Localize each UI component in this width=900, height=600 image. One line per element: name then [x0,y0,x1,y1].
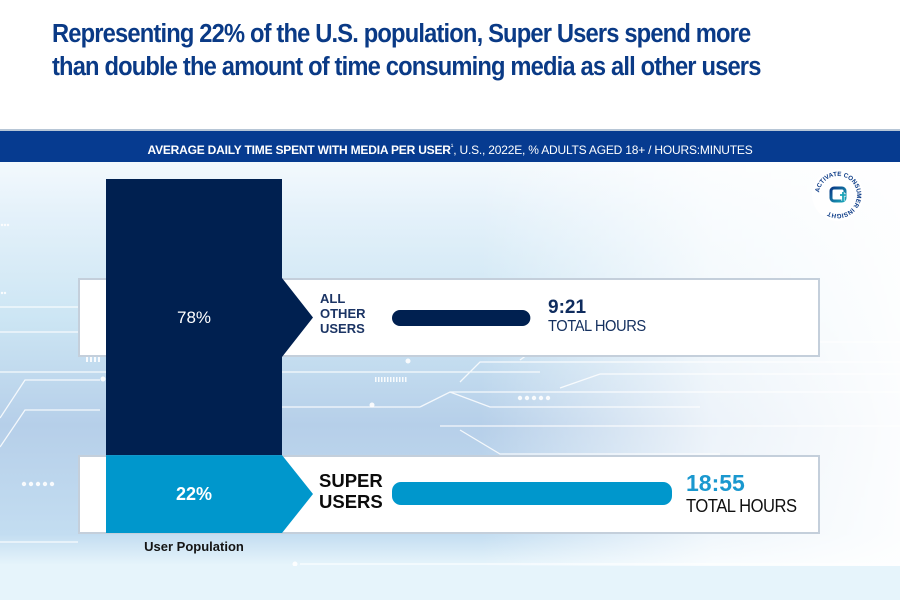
background-bottom-strip [0,566,900,600]
population-axis-label: User Population [144,539,244,554]
subtitle-rest: , U.S., 2022E, % ADULTS AGED 18+ / HOURS… [453,143,753,157]
population-label-all-other-users: 78% [176,308,212,327]
subtitle-footnote-mark: ¹ [450,142,454,151]
chart-subtitle-band: AVERAGE DAILY TIME SPENT WITH MEDIA PER … [0,129,900,162]
segment-label-all-other-users: ALL OTHER USERS [320,291,366,336]
population-segment-all-other-users [106,179,313,456]
subtitle-bold: AVERAGE DAILY TIME SPENT WITH MEDIA PER … [147,143,451,157]
segment-label-line: USERS [320,321,365,336]
time-value-super-users: 18:55 TOTAL HOURS [686,471,806,517]
segment-label-line: OTHER [320,306,366,321]
time-unit-label: TOTAL HOURS [686,496,797,516]
activate-consumer-insight-badge: ACTIVATE CONSUMER INSIGHT [812,169,864,221]
time-value-all-other-users: 9:21 TOTAL HOURS [548,298,654,337]
headline-line-1: Representing 22% of the U.S. population,… [52,20,751,48]
segment-label-line: USERS [319,491,383,512]
logo-icon [829,186,847,203]
time-bar-all-other-users [392,310,531,326]
badge-background [812,169,864,221]
time-value: 9:21 [548,297,587,318]
time-value: 18:55 [686,470,745,496]
time-bar-super-users [392,482,672,505]
population-segment-super-users [106,455,313,533]
segment-label-line: SUPER [319,470,383,491]
population-label-super-users: 22% [175,484,213,504]
segment-label-line: ALL [320,291,346,306]
headline-line-2: than double the amount of time consuming… [52,53,761,81]
time-unit-label: TOTAL HOURS [548,318,646,335]
segment-label-super-users: SUPER USERS [319,470,383,512]
headline: Representing 22% of the U.S. population,… [52,18,815,84]
